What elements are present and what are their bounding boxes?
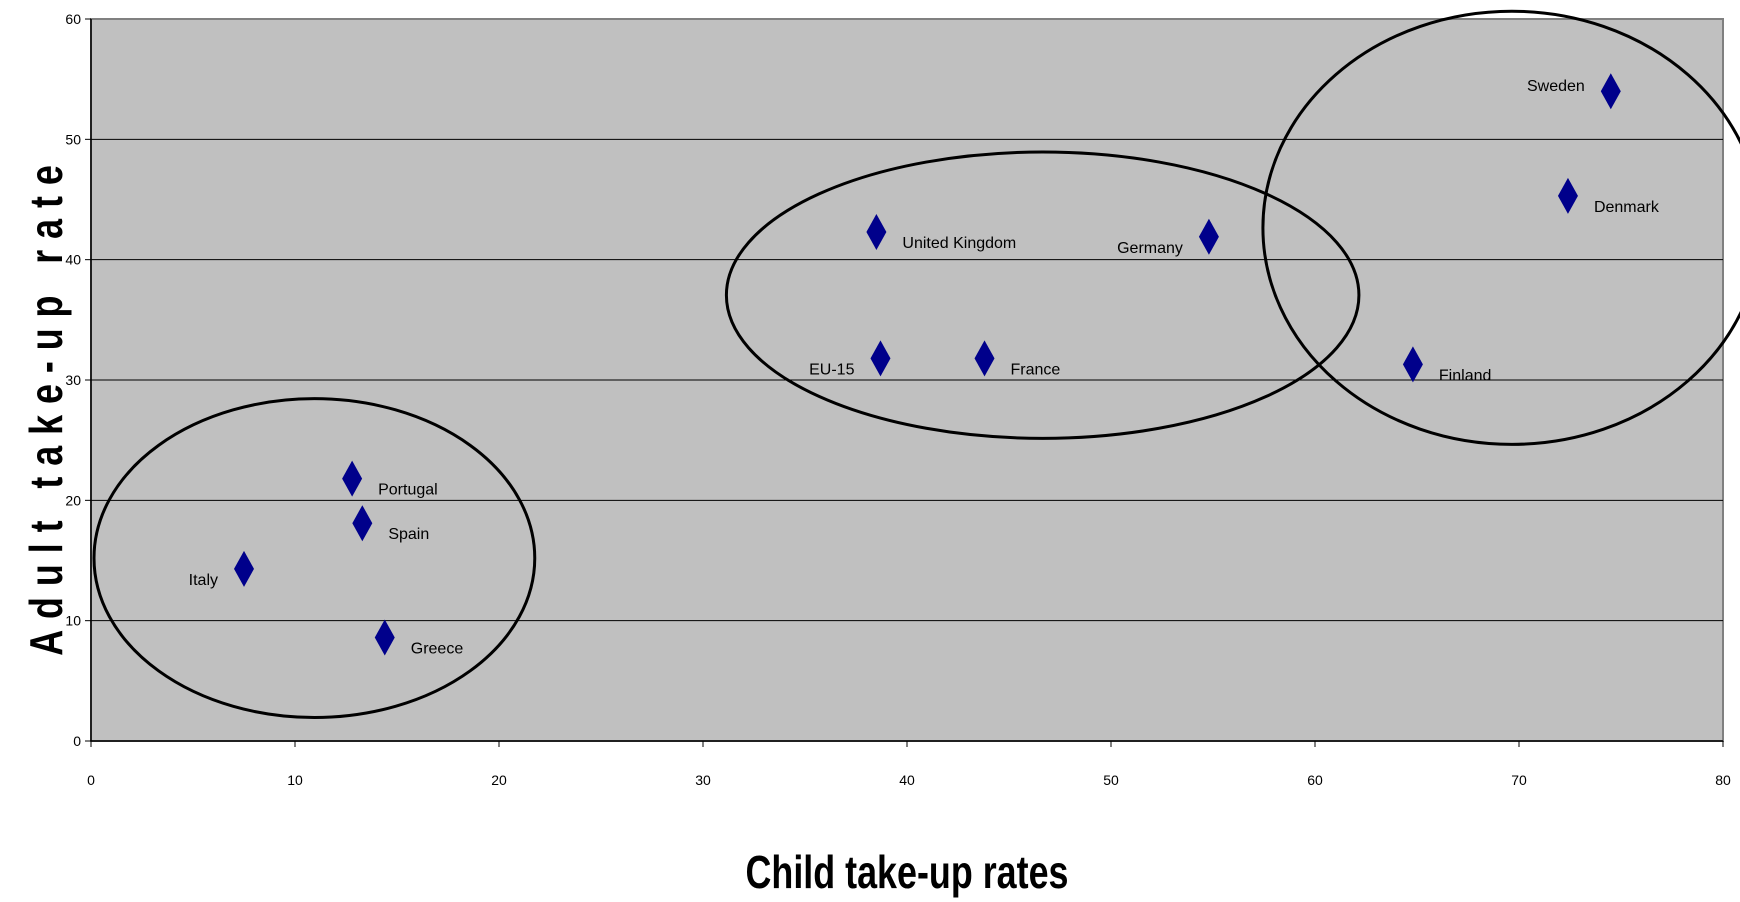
point-label-eu-15: EU-15 [809, 361, 854, 378]
point-label-greece: Greece [411, 641, 464, 658]
x-axis-title: Child take-up rates [746, 847, 1069, 898]
point-label-denmark: Denmark [1594, 199, 1660, 216]
data-points [234, 73, 1621, 656]
point-spain [352, 505, 373, 542]
y-tick-label-50: 50 [65, 131, 81, 147]
point-portugal [342, 460, 363, 497]
point-italy [234, 550, 254, 587]
point-label-finland: Finland [1439, 367, 1491, 384]
point-sweden [1600, 73, 1621, 110]
y-tick-label-0: 0 [73, 733, 81, 749]
y-tick-label-60: 60 [65, 11, 81, 27]
cluster-ellipses [92, 9, 1740, 720]
x-tick-label-30: 30 [695, 772, 711, 788]
x-tick-label-70: 70 [1511, 772, 1527, 788]
axes [85, 18, 1724, 747]
point-label-sweden: Sweden [1527, 78, 1585, 95]
point-united-kingdom [866, 213, 887, 250]
x-tick-label-60: 60 [1307, 772, 1323, 788]
point-label-united-kingdom: United Kingdom [902, 235, 1016, 252]
point-finland [1402, 346, 1423, 383]
y-tick-label-40: 40 [65, 252, 81, 268]
cluster-ellipse-3 [1261, 9, 1740, 446]
point-greece [374, 619, 395, 656]
point-eu-15 [870, 340, 891, 377]
x-tick-label-40: 40 [899, 772, 915, 788]
cluster-ellipse-2 [724, 150, 1361, 440]
point-label-italy: Italy [189, 572, 218, 589]
point-denmark [1557, 177, 1578, 214]
point-label-spain: Spain [388, 526, 429, 543]
y-axis-title: Adult take-up rate [21, 154, 72, 656]
x-tick-label-50: 50 [1103, 772, 1119, 788]
point-label-germany: Germany [1117, 240, 1183, 257]
point-germany [1198, 218, 1219, 255]
point-label-france: France [1011, 361, 1061, 378]
point-labels: Italy Portugal Spain Greece United Kingdom EU… [189, 78, 1660, 657]
x-tick-label-0: 0 [87, 772, 95, 788]
y-tick-label-30: 30 [65, 372, 81, 388]
cluster-ellipse-1 [92, 397, 537, 720]
x-tick-label-20: 20 [491, 772, 507, 788]
y-tick-label-10: 10 [65, 613, 81, 629]
y-tick-label-20: 20 [65, 492, 81, 508]
x-tick-label-80: 80 [1715, 772, 1731, 788]
tick-labels: 0 10 20 30 40 50 60 0 10 20 30 40 50 60 70 80 [65, 11, 1731, 788]
point-label-portugal: Portugal [378, 482, 438, 499]
point-france [974, 340, 995, 377]
gridlines [91, 138, 1723, 622]
x-tick-label-10: 10 [287, 772, 303, 788]
